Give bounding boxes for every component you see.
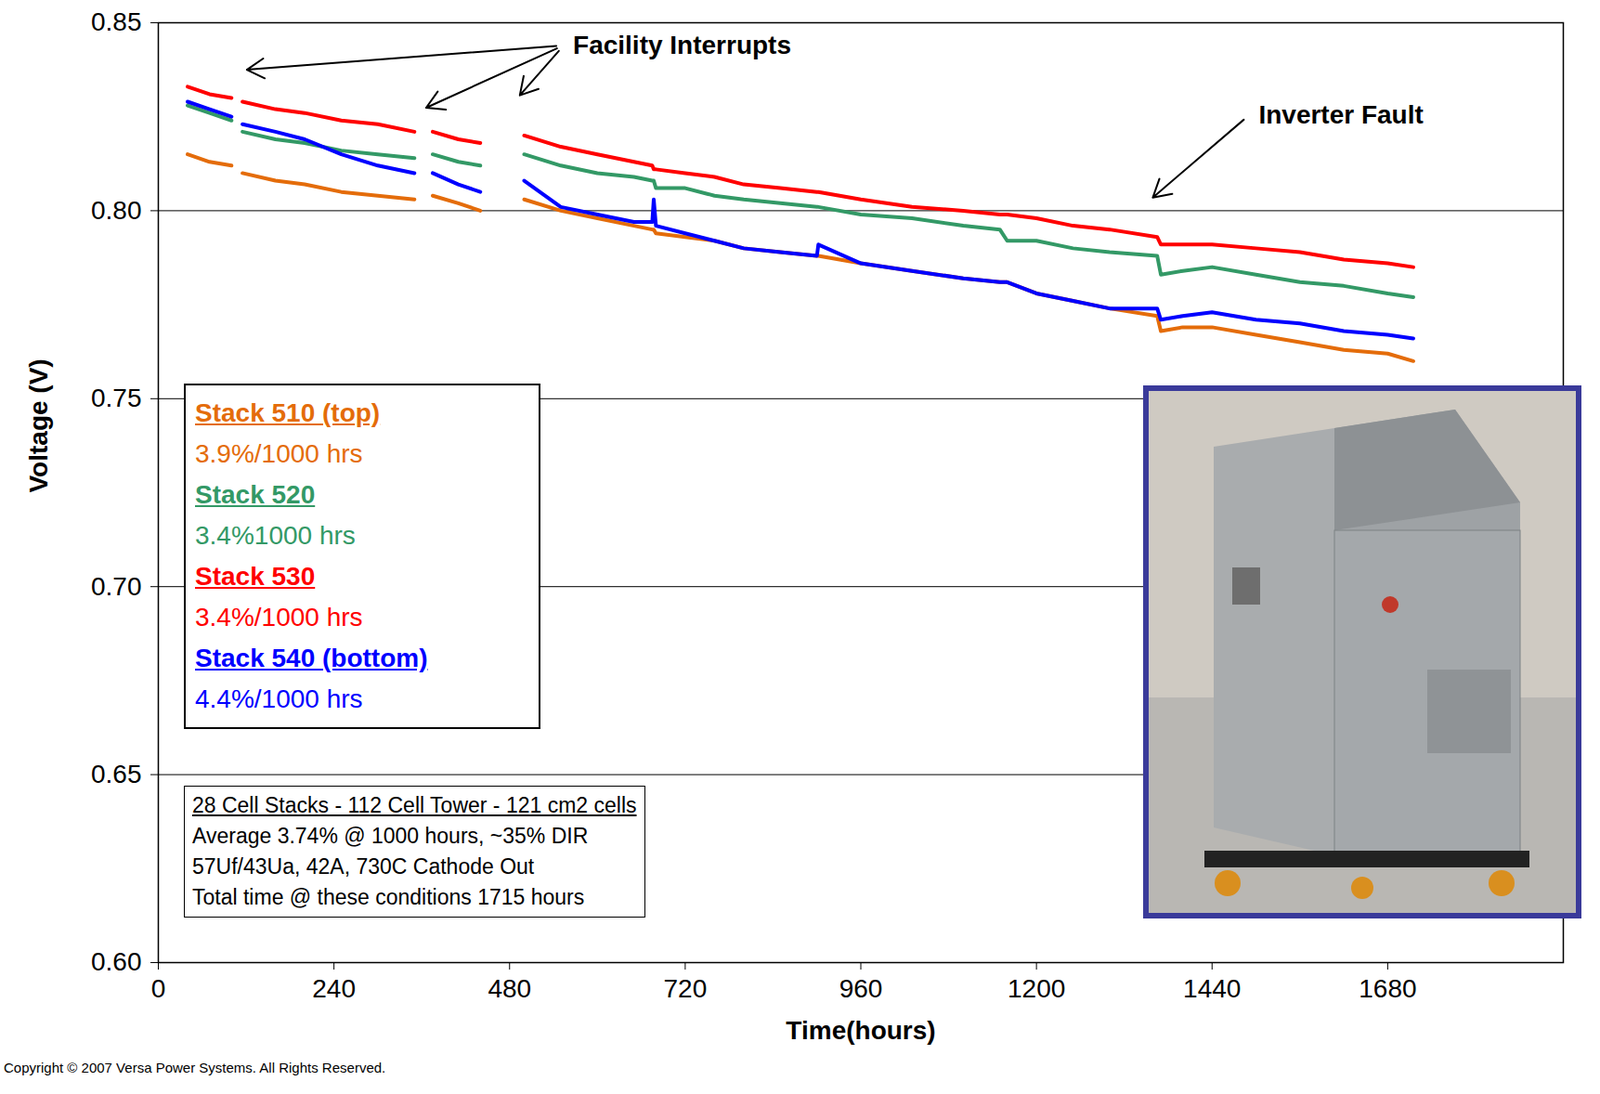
svg-text:0.60: 0.60 bbox=[91, 947, 143, 976]
svg-text:Inverter Fault: Inverter Fault bbox=[1258, 100, 1423, 130]
html-text:4.4%/1000 hrs: 4.4%/1000 hrs bbox=[195, 684, 363, 714]
html-text:3.9%/1000 hrs: 3.9%/1000 hrs bbox=[195, 439, 363, 469]
svg-text:0.80: 0.80 bbox=[91, 195, 143, 225]
svg-text:0.65: 0.65 bbox=[91, 759, 143, 789]
svg-text:Voltage (V): Voltage (V) bbox=[24, 358, 53, 493]
svg-text:0.70: 0.70 bbox=[91, 572, 143, 601]
svg-text:1200: 1200 bbox=[1007, 974, 1066, 1003]
svg-text:0.85: 0.85 bbox=[91, 7, 143, 37]
svg-text:240: 240 bbox=[312, 974, 356, 1003]
html-text:Stack 520: Stack 520 bbox=[195, 480, 315, 509]
svg-text:720: 720 bbox=[663, 974, 708, 1003]
svg-text:Time(hours): Time(hours) bbox=[785, 1015, 936, 1045]
svg-text:1680: 1680 bbox=[1358, 974, 1417, 1003]
html-text:Average 3.74% @ 1000 hours, ~3: Average 3.74% @ 1000 hours, ~35% DIR bbox=[192, 823, 589, 848]
html-text:Stack 530: Stack 530 bbox=[195, 561, 315, 591]
svg-text:1440: 1440 bbox=[1183, 974, 1241, 1003]
svg-text:Facility Interrupts: Facility Interrupts bbox=[572, 30, 792, 60]
svg-text:0: 0 bbox=[151, 974, 167, 1003]
html-text:28 Cell Stacks - 112 Cell Towe: 28 Cell Stacks - 112 Cell Tower - 121 cm… bbox=[192, 793, 637, 818]
html-text:Total time @ these conditions: Total time @ these conditions 1715 hours bbox=[192, 884, 585, 910]
svg-text:480: 480 bbox=[487, 974, 532, 1003]
svg-text:960: 960 bbox=[839, 974, 884, 1003]
svg-text:0.75: 0.75 bbox=[91, 383, 143, 413]
html-text:Stack 540 (bottom): Stack 540 (bottom) bbox=[195, 643, 428, 673]
html-text:3.4%/1000 hrs: 3.4%/1000 hrs bbox=[195, 602, 363, 632]
html-text:57Uf/43Ua, 42A, 730C Cathode O: 57Uf/43Ua, 42A, 730C Cathode Out bbox=[192, 854, 535, 879]
html-text:Stack 510 (top): Stack 510 (top) bbox=[195, 398, 380, 428]
html-text:3.4%1000 hrs: 3.4%1000 hrs bbox=[195, 520, 356, 550]
html-text:Copyright © 2007 Versa Power S: Copyright © 2007 Versa Power Systems. Al… bbox=[3, 1059, 386, 1076]
